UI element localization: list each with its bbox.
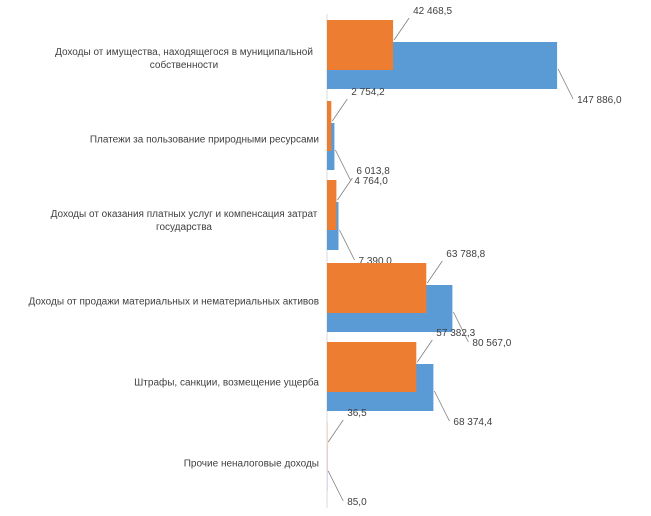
bar-series-2: [327, 342, 417, 392]
chart-marks: Доходы от имущества, находящегося в муни…: [28, 6, 622, 508]
leader-line: [331, 98, 348, 122]
data-label-series-2: 2 754,2: [351, 87, 385, 98]
leader-line: [434, 390, 450, 422]
category-label: Штрафы, санкции, возмещение ущерба: [134, 377, 319, 389]
leader-line: [416, 339, 433, 363]
category-label: Доходы от продажи материальных и нематер…: [28, 297, 319, 308]
bar-series-2: [327, 20, 394, 70]
leader-line: [335, 149, 351, 181]
leader-line: [327, 419, 344, 443]
bar-series-2: [327, 101, 332, 151]
leader-line: [557, 68, 574, 100]
data-label-series-1: 4 764,0: [354, 176, 388, 187]
data-label-series-2: 36,5: [347, 408, 367, 419]
data-label-series-2: 57 382,3: [436, 328, 475, 339]
data-label-series-2: 42 468,5: [413, 6, 452, 17]
leader-line: [426, 260, 443, 284]
data-label-series-2: 63 788,8: [446, 249, 485, 260]
data-label-series-1: 85,0: [347, 497, 367, 508]
data-label-series-1: 147 886,0: [577, 95, 622, 106]
leader-line: [393, 17, 410, 41]
bar-series-2: [327, 180, 337, 230]
leader-line: [327, 470, 344, 502]
leader-line: [453, 311, 469, 343]
leader-line: [339, 229, 355, 261]
category-label: Платежи за пользование природными ресурс…: [90, 135, 319, 146]
category-label: Доходы от имущества, находящегося в муни…: [55, 47, 313, 71]
data-label-series-2: 6 013,8: [356, 166, 390, 177]
category-label: Доходы от оказания платных услуг и компе…: [51, 209, 318, 233]
bar-series-2: [327, 263, 427, 313]
data-label-series-1: 68 374,4: [453, 417, 492, 428]
leader-line: [337, 177, 353, 201]
category-label: Прочие неналоговые доходы: [184, 459, 319, 470]
data-label-series-1: 7 390,0: [359, 256, 393, 267]
data-label-series-1: 80 567,0: [472, 338, 511, 349]
